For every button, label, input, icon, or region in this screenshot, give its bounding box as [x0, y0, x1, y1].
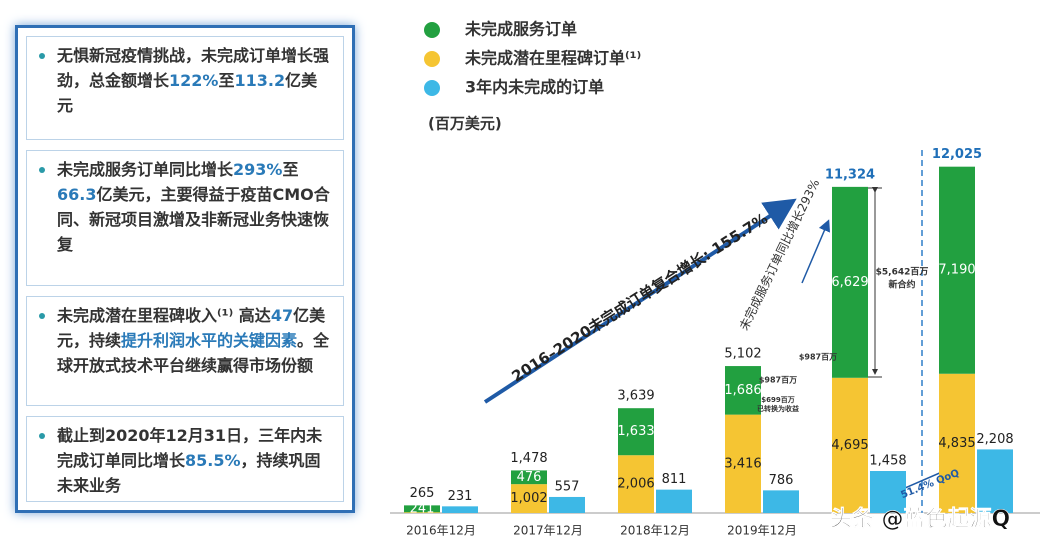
value-label: 2,006 — [617, 477, 654, 492]
watermark: 头条 @蓝色起源Q — [830, 506, 1010, 532]
value-label: 241 — [410, 501, 435, 516]
bullet-text: 。全球开放式技术平台继续赢得市场份额 — [57, 331, 330, 375]
bar-segment — [618, 455, 654, 513]
bar-segment — [832, 186, 868, 378]
bar-segment — [977, 449, 1013, 513]
bullet-text: 未完成潜在里程碑收入⁽¹⁾ 高达 — [57, 306, 271, 325]
total-label: 5,102 — [724, 347, 761, 362]
bullet-text: 未完成服务订单同比增长 — [57, 160, 234, 179]
annotation: $987百万 — [799, 353, 837, 362]
summary-panel: 无惧新冠疫情挑战，未完成订单增长强劲，总金额增长122%至113.2亿美元 未完成… — [15, 25, 355, 513]
bar-segment — [404, 505, 440, 513]
bar-segment — [511, 470, 547, 485]
legend-swatch — [424, 22, 440, 38]
bullet-text: ，持续巩固未来业务 — [57, 451, 321, 495]
value-label: 7,190 — [938, 263, 975, 278]
value-label: 1,686 — [724, 383, 761, 398]
bullet-text: 截止到2020年12月31日，三年内未完成订单同比增长 — [57, 426, 323, 470]
total-label: 12,025 — [932, 147, 982, 162]
total-label: 11,324 — [825, 167, 875, 182]
bullet-text: 47 — [270, 306, 294, 325]
value-label: 231 — [448, 489, 473, 504]
unit-label: (百万美元) — [428, 115, 502, 133]
legend-label: 未完成潜在里程碑订单⁽¹⁾ — [464, 49, 641, 68]
annotation: 已转换为收益 — [757, 404, 799, 413]
bullet-text: 无惧新冠疫情挑战，未完成订单增长强劲，总金额增长 — [57, 46, 330, 90]
bullet-text: 亿美元，持续 — [57, 306, 326, 350]
value-label: 1,633 — [617, 424, 654, 439]
legend-label: 3年内未完成的订单 — [465, 78, 604, 97]
value-label: 557 — [555, 479, 580, 494]
bullet: 未完成服务订单同比增长293%至 66.3亿美元，主要得益于疫苗CMO合同、新冠项… — [26, 150, 344, 286]
bullet-text: 亿美元 — [57, 71, 318, 115]
cagr-arrow — [483, 198, 797, 404]
total-label: 265 — [410, 486, 435, 501]
bullet-text: 66.3 — [57, 185, 97, 204]
bar-segment — [725, 414, 761, 513]
legend-swatch — [424, 80, 440, 96]
bullet-text: 122% — [169, 71, 219, 90]
total-label: 3,639 — [617, 389, 654, 404]
value-label: 4,835 — [938, 436, 975, 451]
x-tick-label: 2017年12月 — [513, 524, 583, 538]
value-label: 786 — [769, 473, 794, 488]
bullet-text: 至 — [218, 71, 235, 90]
value-label: 1,002 — [510, 491, 547, 506]
bullet-text: 113.2 — [234, 71, 286, 90]
bullet: 无惧新冠疫情挑战，未完成订单增长强劲，总金额增长122%至113.2亿美元 — [26, 36, 344, 140]
bullet: 未完成潜在里程碑收入⁽¹⁾ 高达47亿美元，持续提升利润水平的关键因素。全球开放… — [26, 296, 344, 406]
bar-segment — [511, 484, 547, 513]
bar-segment — [404, 512, 440, 513]
x-tick-label: 2018年12月 — [620, 524, 690, 538]
bar-segment — [725, 366, 761, 415]
bar-segment — [939, 373, 975, 513]
legend-label: 未完成服务订单 — [464, 20, 577, 39]
x-tick-label: 2019年12月 — [727, 524, 797, 538]
legend-swatch — [424, 51, 440, 67]
bar-segment — [939, 166, 975, 374]
bullet-text: 293% — [233, 160, 283, 179]
value-label: 476 — [517, 470, 542, 485]
bar-segment — [442, 506, 478, 513]
annotation: $987百万 — [759, 376, 797, 385]
bullet-text: 85.5% — [185, 451, 241, 470]
annotation: $5,642百万 — [876, 267, 929, 278]
total-label: 1,478 — [510, 451, 547, 466]
bar-segment — [656, 489, 692, 513]
growth-arrow — [801, 219, 830, 284]
annotation: 未完成服务订单同比增长293% — [736, 177, 822, 333]
annotation: 新合约 — [888, 279, 915, 291]
value-label: 3,416 — [724, 456, 761, 471]
bar-segment — [763, 490, 799, 513]
bullet-text: 至 — [282, 160, 299, 179]
bullet: 截止到2020年12月31日，三年内未完成订单同比增长85.5%，持续巩固未来业… — [26, 416, 344, 502]
bar-segment — [618, 408, 654, 456]
value-label: 2,208 — [976, 432, 1013, 447]
bullet-text: 亿美元，主要得益于疫苗CMO合同、新冠项目激增及非新冠业务快速恢复 — [57, 185, 330, 254]
bar-segment — [832, 377, 868, 513]
annotation: $699百万 — [761, 396, 794, 404]
value-label: 1,458 — [869, 454, 906, 469]
bullet-text: 提升利润水平的关键因素 — [121, 331, 298, 350]
x-tick-label: 2016年12月 — [406, 524, 476, 538]
value-label: 6,629 — [831, 275, 868, 290]
value-label: 4,695 — [831, 438, 868, 453]
bar-segment — [870, 471, 906, 513]
bar-segment — [549, 496, 585, 513]
value-label: 811 — [662, 472, 687, 487]
